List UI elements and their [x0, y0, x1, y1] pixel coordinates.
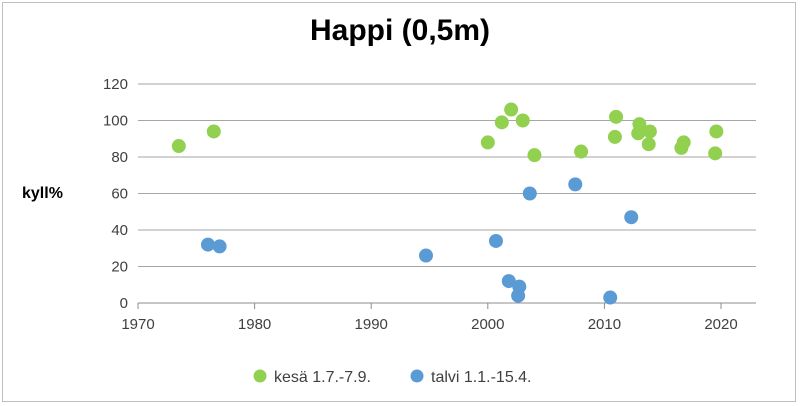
x-tick-label-1980: 1980: [238, 316, 271, 333]
point-series0-9: [609, 109, 624, 124]
legend-marker-0: [253, 369, 267, 383]
legend-label-0: kesä 1.7.-7.9.: [274, 369, 371, 386]
y-tick-label-100: 100: [103, 113, 128, 130]
point-series1-8: [568, 177, 583, 192]
point-series0-0: [171, 139, 186, 154]
point-series1-10: [624, 210, 639, 225]
x-tick-label-1990: 1990: [355, 316, 388, 333]
point-series1-2: [419, 248, 434, 263]
y-axis-label: kyll%: [22, 185, 63, 202]
point-series0-3: [494, 115, 509, 130]
point-series0-16: [708, 146, 723, 161]
x-tick-label-2000: 2000: [471, 316, 504, 333]
y-tick-label-20: 20: [111, 259, 128, 276]
point-series1-0: [200, 237, 215, 252]
point-series1-3: [488, 233, 503, 248]
point-series0-1: [206, 124, 221, 139]
axes: 0 20 40 60 80 100 120 1970 1980 1990 2000 2010 2020: [103, 76, 756, 333]
gridlines: [138, 83, 756, 267]
point-series1-4: [501, 274, 516, 289]
legend-marker-1: [410, 369, 424, 383]
point-series0-7: [574, 144, 589, 159]
x-tick-label-2010: 2010: [588, 316, 621, 333]
point-series0-13: [642, 124, 657, 139]
point-series0-11: [632, 117, 647, 132]
x-tick-label-1970: 1970: [121, 316, 154, 333]
y-tick-label-60: 60: [111, 186, 128, 203]
point-series0-8: [607, 129, 622, 144]
point-series0-6: [527, 148, 542, 163]
point-series0-15: [676, 135, 691, 150]
point-series1-1: [212, 239, 227, 254]
y-tick-label-120: 120: [103, 76, 128, 93]
x-tick-label-2020: 2020: [704, 316, 737, 333]
point-series0-4: [504, 102, 519, 117]
point-series0-12: [641, 137, 656, 152]
point-series0-5: [515, 113, 530, 128]
point-series0-17: [709, 124, 724, 139]
y-tick-label-40: 40: [111, 222, 128, 239]
point-series1-9: [603, 290, 618, 305]
chart-frame: [2, 2, 796, 402]
point-series0-2: [480, 135, 495, 150]
data-points: [171, 102, 724, 305]
legend-label-1: talvi 1.1.-15.4.: [431, 369, 532, 386]
point-series1-7: [522, 186, 537, 201]
y-tick-label-80: 80: [111, 149, 128, 166]
point-series1-6: [512, 279, 527, 294]
chart-title: Happi (0,5m): [309, 14, 491, 47]
y-tick-label-0: 0: [120, 295, 128, 312]
legend: kesä 1.7.-7.9. talvi 1.1.-15.4.: [253, 369, 532, 386]
